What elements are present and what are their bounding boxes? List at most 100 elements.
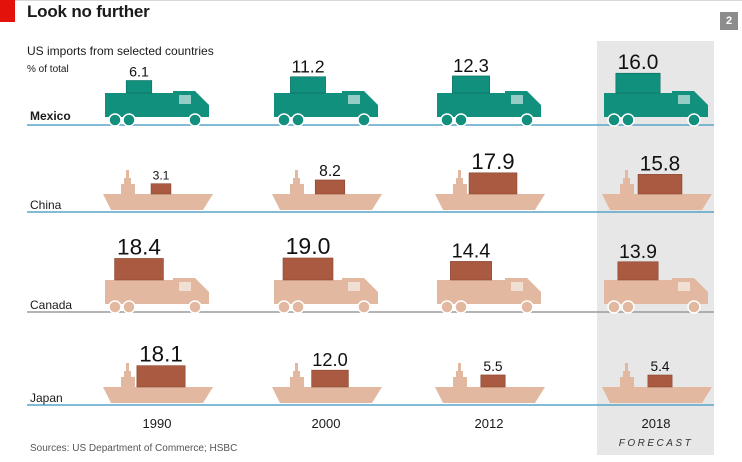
vehicle-canada-2012: 14.4 (437, 240, 541, 314)
truck-wheel (108, 300, 122, 314)
cargo-box (615, 72, 661, 94)
vehicle-china-2012: 17.9 (435, 149, 545, 210)
value-label: 6.1 (129, 65, 149, 81)
truck-wheel (440, 113, 454, 127)
ship-bridge-top (124, 178, 131, 184)
truck-trailer (274, 93, 342, 115)
vehicle-mexico-1990: 6.1 (105, 65, 209, 127)
ship-bridge-top (623, 178, 630, 184)
truck-wheel (607, 300, 621, 314)
ship-bridge-top (623, 371, 630, 377)
cargo-box (282, 257, 334, 281)
ship-bridge (290, 377, 304, 387)
vehicle-canada-2018: 13.9 (604, 241, 708, 314)
truck-wheel (357, 113, 371, 127)
vehicle-canada-1990: 18.4 (105, 234, 209, 314)
year-label-1990: 1990 (143, 416, 172, 431)
chart-unit: % of total (27, 64, 69, 75)
ship-mast (625, 170, 628, 178)
vehicle-japan-1990: 18.1 (103, 342, 213, 403)
truck-wheel (520, 300, 534, 314)
economist-red-tab (0, 0, 15, 22)
ship-hull (272, 194, 382, 210)
truck-window (511, 282, 523, 291)
cargo-box (314, 179, 346, 195)
vehicle-japan-2018: 5.4 (602, 359, 712, 403)
value-label: 3.1 (153, 169, 170, 183)
truck-chassis (604, 301, 708, 304)
cargo-box (311, 369, 349, 388)
truck-window (678, 95, 690, 104)
truck-wheel (440, 300, 454, 314)
value-label: 19.0 (286, 233, 331, 259)
ship-hull (103, 194, 213, 210)
ship-mast (625, 363, 628, 371)
row-label-canada: Canada (30, 298, 72, 312)
vehicle-canada-2000: 19.0 (274, 233, 378, 314)
cargo-box (114, 258, 164, 281)
cargo-box (150, 183, 172, 195)
ship-hull (602, 194, 712, 210)
value-label: 12.0 (312, 350, 347, 370)
ship-mast (458, 170, 461, 178)
truck-wheel (188, 300, 202, 314)
cargo-box (125, 80, 153, 94)
truck-wheel (357, 300, 371, 314)
vehicle-mexico-2000: 11.2 (274, 57, 378, 127)
truck-wheel (454, 300, 468, 314)
ship-bridge (620, 377, 634, 387)
truck-trailer (604, 280, 672, 302)
truck-wheel (122, 300, 136, 314)
truck-window (348, 282, 360, 291)
ship-hull (435, 387, 545, 403)
ship-mast (295, 170, 298, 178)
row-label-china: China (30, 198, 62, 212)
top-rule (15, 0, 742, 1)
value-label: 18.1 (139, 342, 183, 367)
ship-bridge (453, 184, 467, 194)
truck-trailer (105, 93, 173, 115)
truck-window (348, 95, 360, 104)
cargo-box (480, 374, 506, 388)
cargo-box (290, 76, 326, 94)
truck-chassis (274, 114, 378, 117)
truck-trailer (105, 280, 173, 302)
vehicle-china-2018: 15.8 (602, 152, 712, 210)
truck-wheel (108, 113, 122, 127)
ship-hull (272, 387, 382, 403)
ship-bridge-top (456, 178, 463, 184)
cargo-box (647, 374, 673, 388)
chart-title: Look no further (27, 2, 150, 21)
row-label-japan: Japan (30, 391, 63, 405)
value-label: 8.2 (319, 163, 341, 180)
truck-wheel (188, 113, 202, 127)
chart-subtitle: US imports from selected countries (27, 44, 214, 58)
cargo-box (452, 75, 490, 94)
truck-chassis (105, 301, 209, 304)
value-label: 11.2 (291, 57, 324, 77)
row-label-mexico: Mexico (30, 109, 71, 123)
truck-trailer (437, 93, 505, 115)
ship-mast (458, 363, 461, 371)
truck-chassis (604, 114, 708, 117)
truck-wheel (687, 300, 701, 314)
truck-wheel (277, 113, 291, 127)
truck-wheel (621, 113, 635, 127)
value-label: 5.4 (650, 359, 669, 374)
truck-chassis (437, 301, 541, 304)
value-label: 13.9 (619, 241, 657, 263)
ship-hull (103, 387, 213, 403)
truck-wheel (607, 113, 621, 127)
vehicle-mexico-2018: 16.0 (604, 51, 708, 127)
ship-bridge-top (124, 371, 131, 377)
ship-bridge (121, 377, 135, 387)
value-label: 12.3 (453, 55, 489, 76)
truck-trailer (604, 93, 672, 115)
truck-trailer (437, 280, 505, 302)
truck-wheel (621, 300, 635, 314)
cargo-box (617, 261, 659, 281)
ship-bridge-top (293, 371, 300, 377)
year-label-2012: 2012 (475, 416, 504, 431)
truck-wheel (291, 113, 305, 127)
ship-hull (602, 387, 712, 403)
